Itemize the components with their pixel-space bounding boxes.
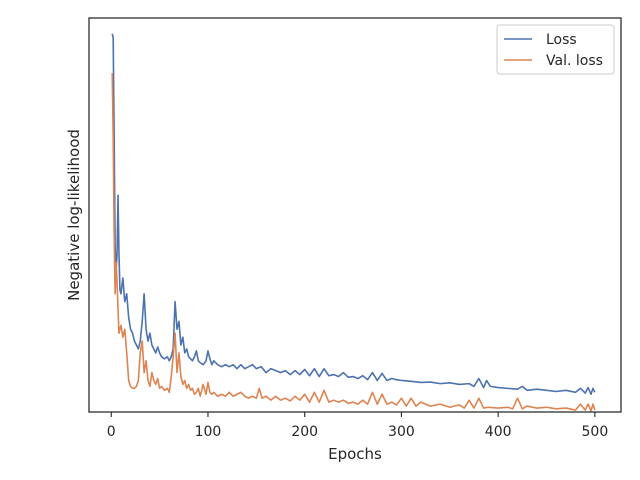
x-tick-label: 100 <box>195 424 222 440</box>
plot-frame <box>88 17 622 413</box>
x-tick-label: 200 <box>291 424 318 440</box>
legend: Loss Val. loss <box>496 24 615 75</box>
x-tick-label: 0 <box>107 424 116 440</box>
series-line-loss <box>111 33 596 396</box>
series-line-val-loss <box>111 73 596 412</box>
legend-label-val-loss: Val. loss <box>546 53 603 69</box>
x-tick-label: 300 <box>388 424 415 440</box>
legend-box <box>496 24 615 75</box>
series-layer <box>111 33 596 412</box>
x-tick-label: 500 <box>582 424 609 440</box>
x-tick-label: 400 <box>485 424 512 440</box>
x-axis: 0 100 200 300 400 500 <box>107 412 608 440</box>
y-axis-label: Negative log-likelihood <box>65 129 83 301</box>
plot-area <box>89 18 621 412</box>
legend-label-loss: Loss <box>546 32 577 48</box>
x-axis-label: Epochs <box>328 445 382 463</box>
